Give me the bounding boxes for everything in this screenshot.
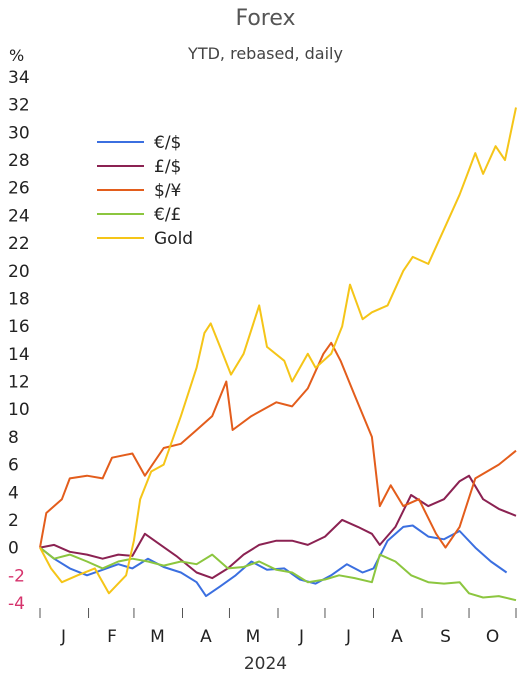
series-line-€/£ <box>39 546 517 602</box>
legend-label: Gold <box>154 229 193 249</box>
legend-label: €/$ <box>154 133 181 153</box>
x-tick-label: A <box>200 627 212 647</box>
y-tick-label: 2 <box>8 511 19 531</box>
y-tick-label: 30 <box>8 123 30 143</box>
chart-title: Forex <box>235 6 296 31</box>
y-tick-label: 28 <box>8 151 30 171</box>
legend-label: $/¥ <box>154 181 182 201</box>
x-tick-label: J <box>60 627 66 647</box>
y-axis-unit-label: % <box>9 46 25 65</box>
y-tick-label: 10 <box>8 400 30 420</box>
y-tick-label: 22 <box>8 234 30 254</box>
y-tick-label: 16 <box>8 317 30 337</box>
x-tick-label: F <box>107 627 117 647</box>
legend-label: €/£ <box>154 205 181 225</box>
series-line-£/$ <box>39 474 517 580</box>
series-line-$/¥ <box>39 341 517 549</box>
chart-subtitle: YTD, rebased, daily <box>188 44 343 63</box>
y-tick-label: 6 <box>8 456 19 476</box>
x-tick-label: J <box>345 627 351 647</box>
x-tick-label: M <box>150 627 165 647</box>
x-tick-label: M <box>246 627 261 647</box>
legend-label: £/$ <box>154 157 181 177</box>
x-tick-label: O <box>486 627 499 647</box>
y-tick-label: 24 <box>8 206 30 226</box>
x-axis-year-label: 2024 <box>243 654 288 674</box>
y-tick-label: 26 <box>8 179 30 199</box>
y-tick-label: 20 <box>8 262 30 282</box>
x-tick-label: J <box>298 627 304 647</box>
y-tick-label: 18 <box>8 289 30 309</box>
y-tick-label: 4 <box>8 483 19 503</box>
series-line-Gold <box>39 107 517 595</box>
legend: €/$ £/$ $/¥ €/£ Gold <box>97 133 193 249</box>
y-tick-label: 32 <box>8 96 30 116</box>
series-lines <box>39 107 517 602</box>
y-tick-label: -4 <box>8 594 25 614</box>
y-tick-label: 34 <box>8 68 30 88</box>
x-tick-label: A <box>391 627 403 647</box>
y-tick-label: 12 <box>8 373 30 393</box>
y-tick-label: 8 <box>8 428 19 448</box>
y-tick-label: 0 <box>8 539 19 559</box>
y-tick-label: 14 <box>8 345 30 365</box>
x-tick-label: S <box>440 627 451 647</box>
y-tick-label: -2 <box>8 566 25 586</box>
